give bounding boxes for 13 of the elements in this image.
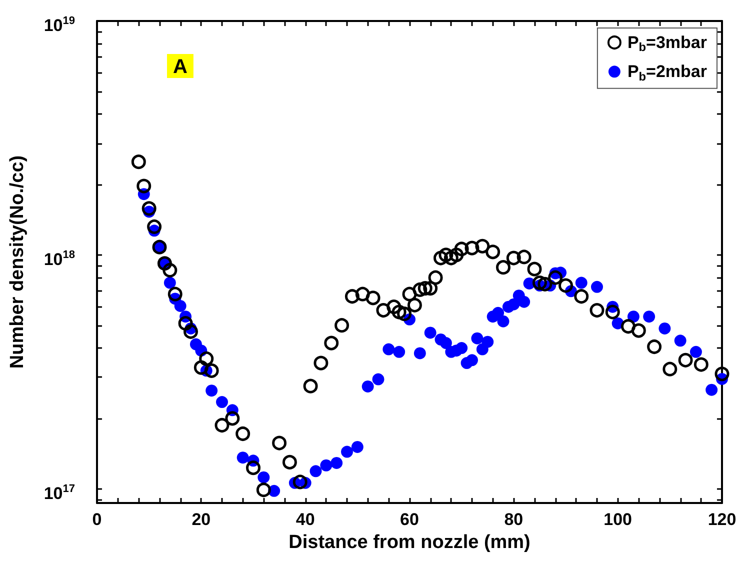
x-tick-label: 0 [92, 510, 102, 529]
x-tick-label: 80 [504, 510, 524, 529]
x-axis-title: Distance from nozzle (mm) [288, 532, 530, 553]
y-axis-title: Number density(No./cc) [7, 155, 28, 369]
y-tick-label: 10$^{17}$ [44, 482, 75, 505]
x-tick-label: 120 [708, 510, 736, 529]
y-tick-label: 10$^{18}$ [44, 248, 75, 271]
x-tick-label: 20 [192, 510, 211, 529]
x-tick-label: 100 [604, 510, 632, 529]
annotation: A [173, 56, 188, 78]
x-tick-label: 40 [296, 510, 315, 529]
y-tick-label: 10$^{19}$ [44, 14, 75, 37]
x-tick-label: 60 [400, 510, 419, 529]
